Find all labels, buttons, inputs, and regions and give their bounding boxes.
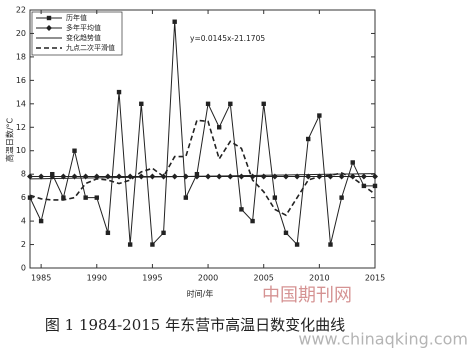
point [360,173,367,180]
y-tick-label: 22 [16,6,26,15]
point [228,101,233,107]
legend-marker [46,25,52,31]
x-tick-label: 2000 [198,274,218,283]
point [260,173,267,180]
point [227,173,234,180]
y-tick-label: 18 [16,52,26,61]
point [116,173,123,180]
series-line [29,119,376,217]
point [104,173,111,180]
point [372,173,378,180]
watermark-site: 中国期刊网 [262,285,352,306]
point [216,125,222,130]
x-tick-label: 2015 [365,274,385,283]
y-tick-label: 6 [21,193,26,202]
x-axis-label: 时间/年 [187,289,214,299]
y-tick-label: 4 [21,217,26,226]
x-tick-label: 1990 [87,274,107,283]
y-tick-label: 20 [16,29,26,38]
point [94,195,99,200]
legend-label: 多年平均值 [66,23,101,32]
watermark-url: www.chinaqking.com [298,330,468,349]
point [272,195,278,200]
plot-frame [29,9,376,269]
point [161,230,166,236]
x-tick-label: 2010 [309,274,329,283]
y-tick-label: 12 [16,123,26,132]
point [72,148,77,153]
point [127,242,133,247]
point [261,101,266,107]
point [282,173,289,180]
legend-label: 九点二次平滑值 [66,43,115,52]
y-tick-label: 14 [16,99,26,108]
series-line [29,173,376,180]
point [250,218,255,224]
point [317,113,322,118]
point [283,230,289,236]
x-tick-label: 1995 [142,274,162,283]
point [306,136,311,142]
y-tick-label: 2 [21,240,26,249]
point [38,218,44,224]
legend-label: 变化趋势值 [66,33,101,42]
point [27,195,33,200]
point [82,173,89,180]
point [205,101,211,107]
point [350,160,355,165]
caption: 图 1 1984-2015 年东营市高温日数变化曲线 [45,316,345,334]
point [239,207,244,212]
point [61,195,66,200]
point [116,89,122,95]
point [216,173,223,180]
point [238,173,245,180]
point [105,230,111,236]
point [139,101,144,107]
point [27,173,33,180]
point [294,242,300,247]
y-tick-label: 10 [16,146,26,155]
point [38,173,45,180]
point [183,195,189,200]
legend-label: 历年值 [66,13,87,22]
y-tick-label: 8 [21,170,26,179]
y-axis-label: 高温日数/°C [5,117,15,162]
point [349,173,356,180]
point [172,19,177,24]
point [138,173,145,180]
point [338,173,345,180]
annotation: y=0.0145x-21.1705 [190,34,265,43]
legend-marker [46,15,52,21]
point [328,242,333,247]
point [150,242,155,247]
y-tick-label: 0 [21,264,26,273]
x-tick-label: 2005 [254,274,274,283]
x-tick-label: 1985 [31,274,51,283]
point [83,195,88,200]
point [372,183,378,189]
point [339,195,344,200]
y-tick-label: 16 [16,76,26,85]
